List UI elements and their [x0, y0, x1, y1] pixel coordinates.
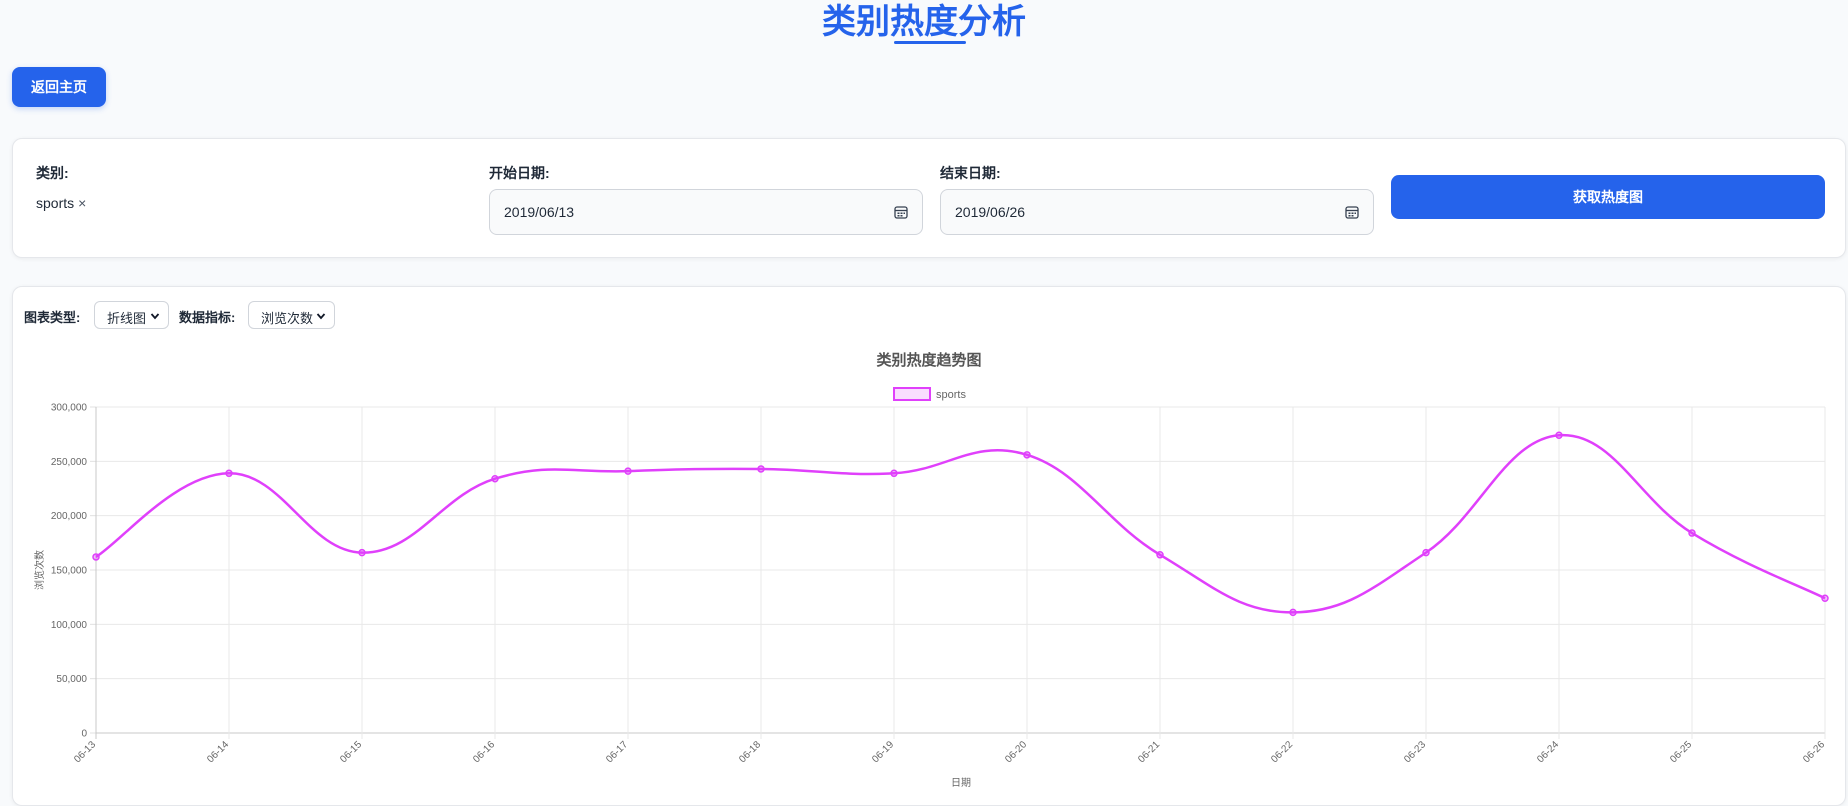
- y-tick-label: 50,000: [56, 674, 87, 685]
- x-axis-label: 日期: [951, 777, 971, 789]
- x-axis-ticks: 06-13 06-14 06-15 06-16 06-17 06-18 06-19 06-20…: [72, 739, 1827, 765]
- chart-title: 类别热度趋势图: [876, 351, 981, 369]
- x-tick-label: 06-21: [1136, 739, 1162, 765]
- title-underline: [894, 41, 966, 44]
- data-point[interactable]: [491, 474, 499, 483]
- x-tick-label: 06-13: [72, 739, 98, 765]
- data-point[interactable]: [1289, 608, 1297, 617]
- data-point[interactable]: [1023, 451, 1031, 459]
- x-tick-label: 06-17: [604, 739, 630, 765]
- chart-legend[interactable]: sports: [893, 387, 966, 401]
- end-date-value: 2019/06/26: [955, 204, 1026, 220]
- data-point[interactable]: [1156, 551, 1164, 559]
- calendar-icon[interactable]: [1345, 205, 1359, 219]
- data-point[interactable]: [358, 548, 366, 557]
- y-axis-ticks: 0 50,000 100,000 150,000 200,000 250,000 300,0…: [51, 403, 88, 740]
- y-tick-label: 250,000: [51, 457, 88, 468]
- trend-chart: 类别热度趋势图 sports 0 50,000 100,000 150,000 200,…: [33, 351, 1829, 789]
- start-date-input[interactable]: 2019/06/13: [489, 189, 923, 235]
- chart-type-label: 图表类型:: [24, 310, 81, 325]
- chevron-down-icon: [316, 313, 326, 320]
- x-tick-label: 06-26: [1801, 739, 1827, 765]
- chevron-down-icon: [150, 313, 160, 320]
- category-tag[interactable]: sports ×: [36, 195, 86, 211]
- series-points: [92, 431, 1829, 617]
- category-label: 类别:: [36, 165, 69, 181]
- metric-value: 浏览次数: [261, 311, 314, 326]
- chart-type-select[interactable]: 折线图: [94, 301, 169, 329]
- y-tick-label: 100,000: [51, 620, 88, 631]
- fetch-heatmap-button[interactable]: 获取热度图: [1391, 175, 1825, 219]
- legend-swatch[interactable]: [893, 387, 931, 401]
- x-tick-label: 06-16: [471, 739, 497, 765]
- end-date-label: 结束日期:: [940, 165, 1001, 181]
- chart-panel: 图表类型: 折线图 数据指标: 浏览次数 类别热度趋势图 sports 0 50,…: [12, 286, 1846, 806]
- x-tick-label: 06-23: [1402, 739, 1428, 765]
- data-point[interactable]: [92, 553, 100, 561]
- x-tick-label: 06-14: [205, 739, 231, 765]
- data-point[interactable]: [225, 469, 233, 478]
- page-title: 类别热度分析: [822, 3, 1026, 41]
- chart-grid: [90, 406, 1826, 739]
- chart-type-value: 折线图: [107, 311, 147, 326]
- data-point[interactable]: [1688, 529, 1696, 537]
- y-tick-label: 0: [81, 729, 87, 740]
- metric-select[interactable]: 浏览次数: [248, 301, 335, 329]
- y-tick-label: 150,000: [51, 566, 88, 577]
- x-tick-label: 06-22: [1269, 739, 1295, 765]
- calendar-icon[interactable]: [894, 205, 908, 219]
- x-tick-label: 06-20: [1003, 739, 1029, 765]
- data-point[interactable]: [624, 467, 632, 475]
- remove-tag-icon[interactable]: ×: [78, 195, 87, 211]
- x-tick-label: 06-19: [870, 739, 896, 765]
- y-axis-label: 浏览次数: [33, 550, 46, 590]
- metric-label: 数据指标:: [179, 310, 236, 325]
- data-point[interactable]: [890, 469, 898, 478]
- x-tick-label: 06-24: [1535, 739, 1561, 765]
- start-date-value: 2019/06/13: [504, 204, 575, 220]
- y-tick-label: 300,000: [51, 403, 88, 414]
- filter-panel: 类别: sports × 开始日期: 2019/06/13 结束日期: 2019/…: [12, 138, 1846, 258]
- data-point[interactable]: [1555, 431, 1563, 440]
- data-point[interactable]: [757, 465, 765, 473]
- x-tick-label: 06-25: [1668, 739, 1694, 765]
- back-home-button[interactable]: 返回主页: [12, 67, 106, 107]
- series-line-sports: [95, 433, 1826, 614]
- y-tick-label: 200,000: [51, 511, 88, 522]
- x-tick-label: 06-18: [737, 739, 763, 765]
- category-tag-value: sports: [36, 195, 75, 211]
- legend-label[interactable]: sports: [936, 389, 966, 401]
- data-point[interactable]: [1821, 594, 1829, 603]
- start-date-label: 开始日期:: [489, 165, 550, 181]
- end-date-input[interactable]: 2019/06/26: [940, 189, 1374, 235]
- data-point[interactable]: [1422, 548, 1430, 557]
- x-tick-label: 06-15: [338, 739, 364, 765]
